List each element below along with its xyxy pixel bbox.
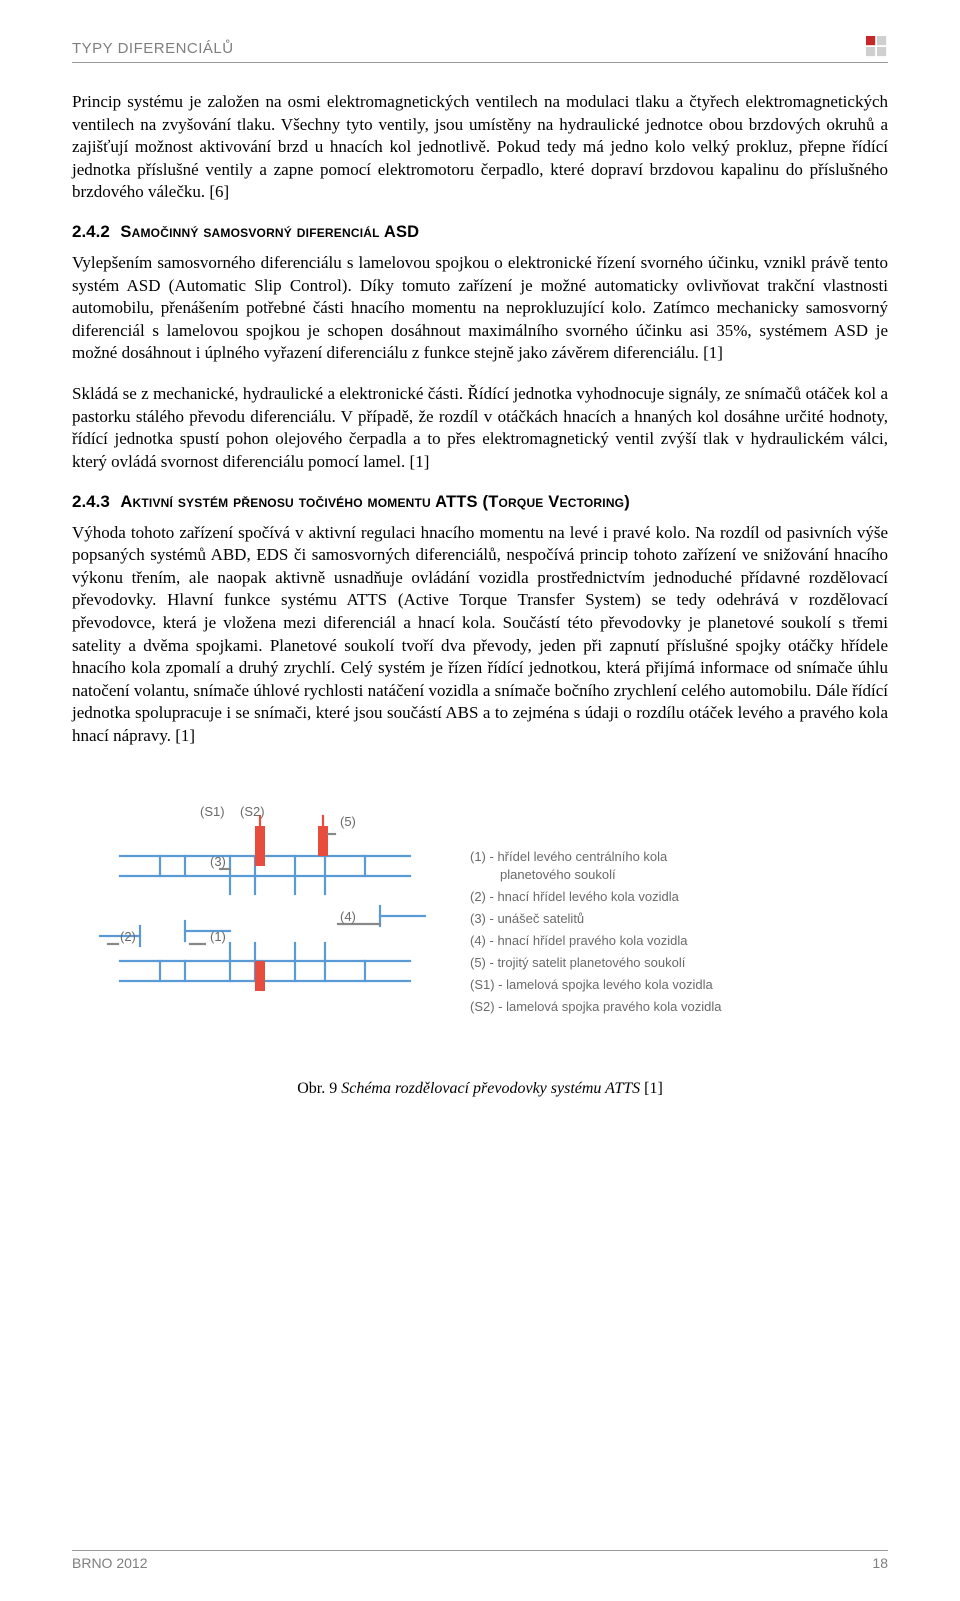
figure-9: (S1) (S2) (5) (3) (4) (2) (1) (1) - hřídel levé… [72,766,888,1098]
heading-2-4-3: 2.4.3 Aktivní systém přenosu točivého mo… [72,492,888,512]
paragraph-1: Princip systému je založen na osmi elekt… [72,91,888,204]
heading-number: 2.4.2 [72,222,110,241]
header-title: TYPY DIFERENCIÁLŮ [72,40,234,57]
svg-text:(1) - hřídel levého centrálníh: (1) - hřídel levého centrálního kola [470,849,668,864]
page-footer: BRNO 2012 18 [72,1550,888,1571]
svg-text:(S1): (S1) [200,804,225,819]
svg-text:(3) - unášeč satelitů: (3) - unášeč satelitů [470,911,584,926]
heading-number: 2.4.3 [72,492,110,511]
svg-text:(S1) - lamelová spojka levého: (S1) - lamelová spojka levého kola vozid… [470,977,714,992]
footer-right: 18 [872,1555,888,1571]
footer-left: BRNO 2012 [72,1555,147,1571]
heading-text: Aktivní systém přenosu točivého momentu … [120,493,630,511]
paragraph-4: Výhoda tohoto zařízení spočívá v aktivní… [72,522,888,748]
paragraph-2: Vylepšením samosvorného diferenciálu s l… [72,252,888,365]
svg-text:(2) - hnací hřídel levého kola: (2) - hnací hřídel levého kola vozidla [470,889,680,904]
caption-italic: Schéma rozdělovací převodovky systému AT… [341,1080,640,1097]
page: TYPY DIFERENCIÁLŮ Princip systému je zal… [0,0,960,1601]
svg-text:(1): (1) [210,929,226,944]
svg-text:(5) - trojitý satelit planetov: (5) - trojitý satelit planetového soukol… [470,955,686,970]
paragraph-3: Skládá se z mechanické, hydraulické a el… [72,383,888,473]
caption-prefix: Obr. 9 [297,1080,341,1097]
heading-text: Samočinný samosvorný diferenciál ASD [120,223,419,241]
heading-2-4-2: 2.4.2 Samočinný samosvorný diferenciál A… [72,222,888,242]
page-header: TYPY DIFERENCIÁLŮ [72,40,888,63]
header-logo-icon [866,36,888,58]
svg-text:(S2) - lamelová spojka pravého: (S2) - lamelová spojka pravého kola vozi… [470,999,722,1014]
svg-text:(3): (3) [210,854,226,869]
svg-text:(5): (5) [340,814,356,829]
atts-diagram: (S1) (S2) (5) (3) (4) (2) (1) (1) - hřídel levé… [80,766,880,1066]
svg-text:(2): (2) [120,929,136,944]
figure-caption: Obr. 9 Schéma rozdělovací převodovky sys… [72,1080,888,1098]
svg-text:planetového soukolí: planetového soukolí [500,867,616,882]
caption-ref: [1] [640,1080,663,1097]
svg-text:(S2): (S2) [240,804,265,819]
svg-text:(4): (4) [340,909,356,924]
svg-text:(4) - hnací hřídel pravého kol: (4) - hnací hřídel pravého kola vozidla [470,933,688,948]
